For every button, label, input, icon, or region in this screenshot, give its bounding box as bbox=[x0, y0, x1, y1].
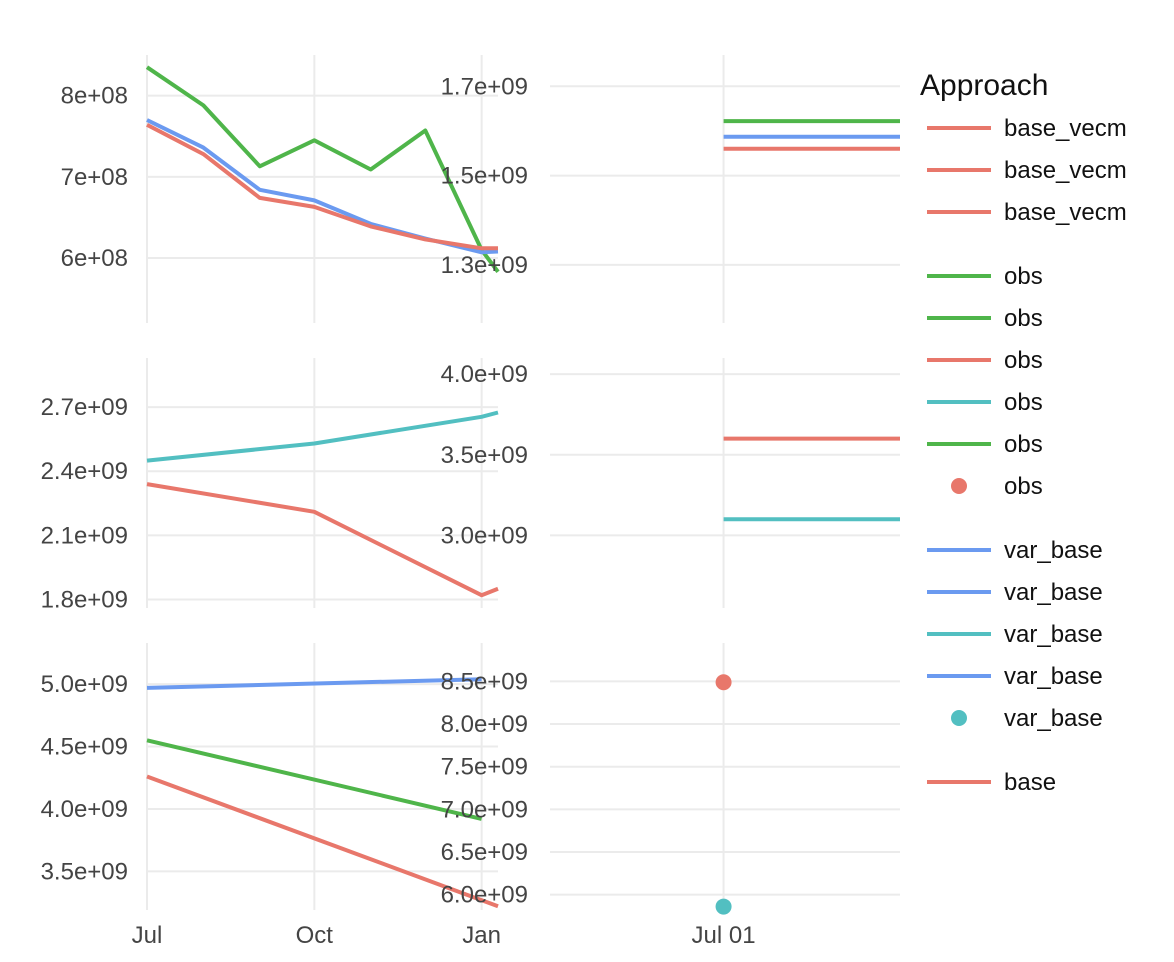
series-line bbox=[146, 123, 498, 251]
y-tick-label: 5.0e+09 bbox=[41, 671, 128, 698]
legend-item[interactable]: obs bbox=[927, 431, 1043, 458]
y-tick-label: 1.3e+09 bbox=[441, 252, 528, 279]
y-tick-label: 2.1e+09 bbox=[41, 522, 128, 549]
y-tick-label: 6e+08 bbox=[61, 245, 128, 272]
series-line bbox=[146, 118, 499, 255]
data-point bbox=[715, 674, 732, 691]
series-line bbox=[145, 65, 500, 273]
series-line bbox=[146, 774, 499, 909]
legend-label: base_vecm bbox=[1004, 115, 1127, 142]
legend-label: obs bbox=[1004, 305, 1043, 332]
x-tick-label: Jan bbox=[462, 922, 501, 949]
y-tick-label: 3.0e+09 bbox=[441, 522, 528, 549]
tick-labels: 6e+08 7e+08 8e+08 1.3e+09 1.5e+09 1.7e+09 1.8e… bbox=[41, 73, 756, 949]
y-tick-label: 1.5e+09 bbox=[441, 163, 528, 190]
y-tick-label: 4.5e+09 bbox=[41, 734, 128, 761]
legend-marker-symbol bbox=[951, 478, 967, 494]
legend-label: obs bbox=[1004, 263, 1043, 290]
x-tick-label: Jul bbox=[132, 922, 163, 949]
legend-item[interactable]: obs bbox=[927, 347, 1043, 374]
y-tick-label: 3.5e+09 bbox=[441, 442, 528, 469]
legend-item[interactable]: obs bbox=[927, 389, 1043, 416]
legend-item[interactable]: base_vecm bbox=[927, 115, 1127, 142]
legend-item[interactable]: base_vecm bbox=[927, 157, 1127, 184]
y-tick-label: 1.8e+09 bbox=[41, 586, 128, 613]
y-tick-label: 2.7e+09 bbox=[41, 394, 128, 421]
series-line bbox=[146, 410, 499, 463]
legend-item[interactable]: var_base bbox=[927, 663, 1103, 690]
legend-item[interactable]: var_base bbox=[927, 579, 1103, 606]
series-line bbox=[146, 738, 483, 821]
y-tick-label: 3.5e+09 bbox=[41, 858, 128, 885]
y-tick-label: 7.5e+09 bbox=[441, 754, 528, 781]
y-tick-label: 8e+08 bbox=[61, 83, 128, 110]
legend-label: obs bbox=[1004, 389, 1043, 416]
legend-label: base_vecm bbox=[1004, 199, 1127, 226]
y-tick-label: 7e+08 bbox=[61, 164, 128, 191]
y-tick-label: 8.0e+09 bbox=[441, 711, 528, 738]
y-tick-label: 6.5e+09 bbox=[441, 839, 528, 866]
legend-item[interactable]: var_base bbox=[927, 621, 1103, 648]
y-tick-label: 2.4e+09 bbox=[41, 458, 128, 485]
y-tick-label: 4.0e+09 bbox=[41, 796, 128, 823]
legend-title: Approach bbox=[920, 69, 1048, 102]
legend-item[interactable]: var_base bbox=[951, 705, 1103, 732]
legend-label: obs bbox=[1004, 473, 1043, 500]
data-series bbox=[145, 65, 900, 915]
data-point bbox=[715, 898, 732, 915]
legend-item[interactable]: obs bbox=[951, 473, 1043, 500]
legend-label: var_base bbox=[1004, 621, 1103, 648]
series-line bbox=[146, 482, 499, 598]
legend-item[interactable]: obs bbox=[927, 305, 1043, 332]
legend-label: var_base bbox=[1004, 579, 1103, 606]
y-tick-label: 4.0e+09 bbox=[441, 361, 528, 388]
y-tick-label: 6.0e+09 bbox=[441, 882, 528, 909]
x-tick-label: Oct bbox=[296, 922, 334, 949]
y-tick-label: 8.5e+09 bbox=[441, 668, 528, 695]
legend-label: var_base bbox=[1004, 537, 1103, 564]
legend-label: var_base bbox=[1004, 705, 1103, 732]
legend-label: var_base bbox=[1004, 663, 1103, 690]
y-tick-label: 1.7e+09 bbox=[441, 73, 528, 100]
legend-item[interactable]: obs bbox=[927, 263, 1043, 290]
y-tick-label: 7.0e+09 bbox=[441, 796, 528, 823]
legend-item[interactable]: base bbox=[927, 769, 1056, 796]
legend-label: obs bbox=[1004, 347, 1043, 374]
legend-label: obs bbox=[1004, 431, 1043, 458]
x-tick-label: Jul 01 bbox=[692, 922, 756, 949]
legend-item[interactable]: var_base bbox=[927, 537, 1103, 564]
legend-item[interactable]: base_vecm bbox=[927, 199, 1127, 226]
legend-label: base bbox=[1004, 769, 1056, 796]
legend-marker-symbol bbox=[951, 710, 967, 726]
series-line bbox=[146, 677, 482, 690]
legend-label: base_vecm bbox=[1004, 157, 1127, 184]
